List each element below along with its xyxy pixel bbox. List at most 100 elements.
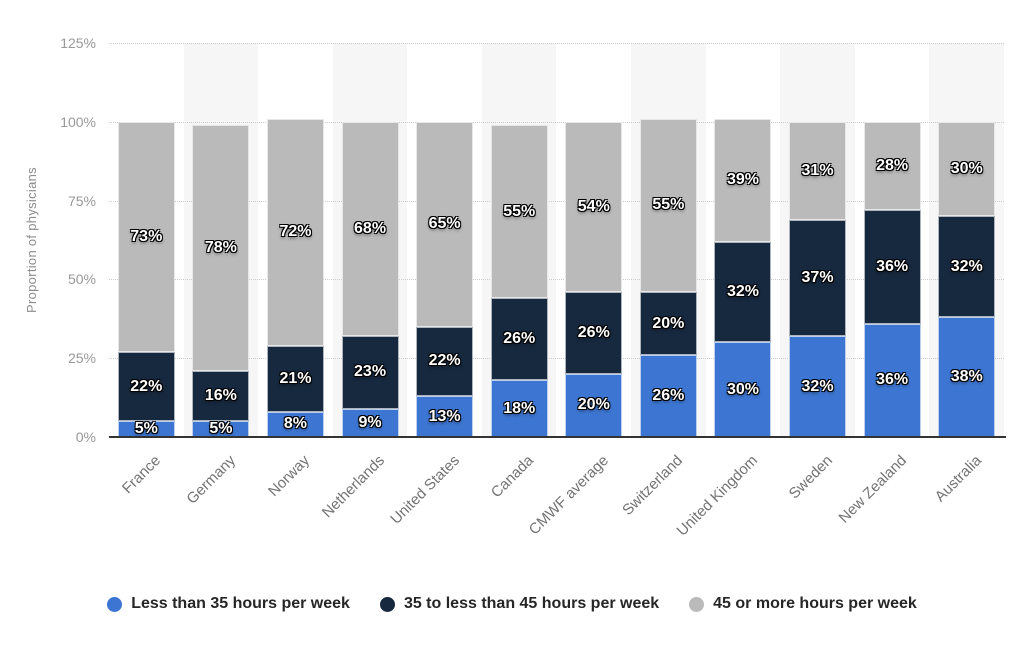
bar-united-states[interactable]: 65% 22% 13% [416, 121, 474, 437]
bar-united-kingdom[interactable]: 39% 32% 30% [714, 118, 772, 437]
bar-segment-label: 37% [801, 268, 834, 286]
bar-segment[interactable]: 26% [490, 298, 548, 381]
bar-canada[interactable]: 55% 26% 18% [490, 124, 548, 437]
bar-segment[interactable]: 21% [266, 345, 324, 412]
bar-segment[interactable]: 22% [416, 326, 474, 397]
bar-segment[interactable]: 55% [639, 118, 697, 293]
bar-segment[interactable]: 26% [565, 292, 623, 374]
gridline [109, 279, 1004, 281]
legend: Less than 35 hours per week 35 to less th… [0, 590, 1024, 618]
y-tick-label: 50% [67, 271, 96, 288]
x-axis-label: New Zealand [835, 452, 911, 527]
bar-segment-label: 8% [283, 415, 308, 433]
y-tick-label: 125% [60, 35, 96, 51]
bar-segment-label: 55% [652, 196, 685, 214]
y-tick-label: 0% [75, 429, 96, 445]
bar-switzerland[interactable]: 55% 20% 26% [639, 118, 697, 437]
bar-segment[interactable]: 72% [266, 118, 324, 346]
bar-segment[interactable]: 38% [938, 317, 996, 437]
legend-item[interactable]: 45 or more hours per week [689, 595, 917, 613]
bar-segment-label: 16% [204, 387, 237, 404]
bar-norway[interactable]: 72% 21% 8% [266, 118, 324, 437]
bar-segment-label: 26% [577, 323, 610, 341]
bar-segment[interactable]: 18% [490, 380, 548, 437]
bar-segment-label: 30% [726, 380, 759, 398]
bar-segment[interactable]: 5% [192, 420, 250, 437]
bar-segment[interactable]: 28% [863, 121, 921, 211]
bar-segment-label: 38% [950, 368, 983, 386]
bar-segment[interactable]: 22% [117, 351, 175, 422]
bar-segment-label: 39% [726, 171, 759, 189]
bar-australia[interactable]: 30% 32% 38% [938, 121, 996, 437]
bar-segment-label: 31% [801, 161, 834, 179]
bar-segment-label: 13% [428, 407, 461, 425]
bar-segment[interactable]: 65% [416, 121, 474, 327]
bar-new-zealand[interactable]: 28% 36% 36% [863, 121, 921, 437]
bar-segment[interactable]: 32% [938, 216, 996, 318]
bar-segment-label: 65% [428, 215, 461, 233]
bar-segment[interactable]: 26% [639, 355, 697, 437]
legend-marker-icon [107, 596, 123, 612]
bar-segment[interactable]: 73% [117, 121, 175, 352]
legend-label: Less than 35 hours per week [131, 595, 350, 612]
bar-segment[interactable]: 37% [789, 219, 847, 337]
bar-germany[interactable]: 78% 16% 5% [192, 124, 250, 437]
x-axis-label: Germany [183, 452, 239, 508]
bar-segment[interactable]: 36% [863, 323, 921, 437]
bar-segment[interactable]: 13% [416, 396, 474, 437]
bar-segment[interactable]: 30% [938, 121, 996, 217]
gridline [109, 200, 1004, 202]
bar-segment-label: 9% [358, 413, 382, 431]
bar-segment[interactable]: 54% [565, 121, 623, 293]
bar-segment[interactable]: 55% [490, 124, 548, 299]
bar-segment[interactable]: 20% [639, 292, 697, 356]
bar-segment[interactable]: 30% [714, 342, 772, 437]
bar-segment[interactable]: 23% [341, 336, 399, 409]
bar-cmwf-average[interactable]: 54% 26% 20% [565, 121, 623, 437]
bar-segment-label: 18% [503, 399, 536, 417]
legend-label: 35 to less than 45 hours per week [403, 595, 660, 612]
gridline [109, 358, 1004, 360]
gridline [109, 121, 1004, 123]
bar-segment[interactable]: 68% [341, 121, 399, 337]
plot-area: 73% 22% 5% 78% 16% 5% 72% 21% 8% 68% 23% 9% 65% 22% 13… [109, 43, 1004, 437]
bar-segment[interactable]: 39% [714, 118, 772, 242]
bar-segment[interactable]: 32% [789, 336, 847, 437]
bar-netherlands[interactable]: 68% 23% 9% [341, 121, 399, 437]
bar-segment[interactable]: 20% [565, 373, 623, 437]
bar-segment-label: 54% [577, 197, 610, 215]
bar-segment-label: 68% [354, 219, 387, 237]
y-tick-label: 100% [60, 113, 96, 130]
bar-segment-label: 26% [652, 387, 685, 405]
bar-segment[interactable]: 36% [863, 210, 921, 324]
gridline [109, 43, 1004, 44]
bar-segment[interactable]: 5% [117, 420, 175, 437]
bar-segment-label: 36% [876, 257, 909, 275]
bar-segment-label: 22% [428, 352, 461, 370]
x-axis-label: Sweden [785, 452, 836, 503]
bar-segment-label: 32% [726, 283, 759, 300]
legend-item[interactable]: 35 to less than 45 hours per week [379, 595, 660, 613]
bar-segment-label: 73% [130, 227, 163, 245]
x-axis-label: Australia [931, 452, 985, 506]
bar-segment[interactable]: 9% [341, 408, 399, 437]
y-axis-title: Proportion of physicians [24, 167, 39, 313]
x-axis-label: CMWF average [525, 452, 612, 539]
bar-segment[interactable]: 31% [789, 121, 847, 220]
x-axis-label: France [119, 452, 165, 498]
bar-segment[interactable]: 16% [192, 370, 250, 422]
bar-sweden[interactable]: 31% 37% 32% [789, 121, 847, 437]
bar-segment[interactable]: 78% [192, 124, 250, 371]
bar-segment-label: 20% [577, 396, 610, 414]
y-tick-label: 75% [67, 192, 96, 209]
bar-segment-label: 78% [204, 238, 237, 256]
x-axis-label: Canada [488, 452, 538, 502]
bar-segment[interactable]: 32% [714, 241, 772, 343]
x-axis-label: United Kingdom [673, 452, 761, 540]
bar-segment[interactable]: 8% [266, 411, 324, 437]
legend-label: 45 or more hours per week [713, 595, 917, 612]
legend-item[interactable]: Less than 35 hours per week [107, 595, 350, 613]
x-axis-label: Norway [265, 452, 314, 500]
bar-france[interactable]: 73% 22% 5% [117, 121, 175, 437]
bar-segment-label: 30% [950, 160, 983, 178]
